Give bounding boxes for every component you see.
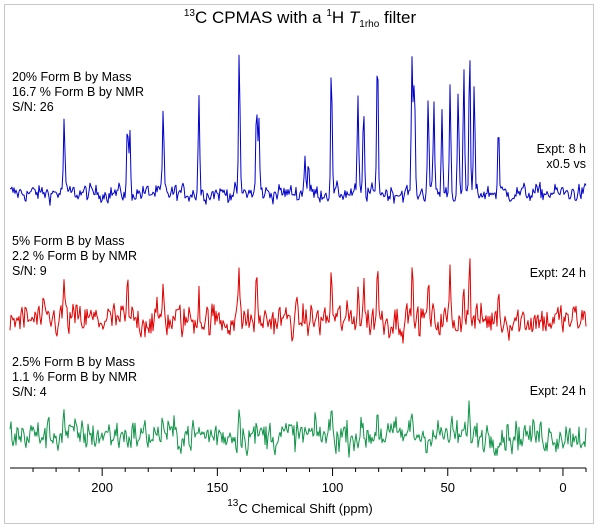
series-3-nmr-label: 1.1 % Form B by NMR [12, 370, 138, 384]
x-axis-isotope-superscript: 13 [227, 498, 239, 509]
title-prefix: C CPMAS with a [195, 8, 327, 27]
series-3-annotation: 2.5% Form B by Mass 1.1 % Form B by NMR … [12, 355, 137, 400]
spectrum-trace-1 [9, 54, 587, 206]
figure-border [4, 4, 594, 524]
x-tick-label-100: 100 [322, 480, 344, 495]
chart-title: 13C CPMAS with a 1H T1rho filter [0, 8, 600, 30]
x-tick-label-50: 50 [441, 480, 455, 495]
title-isotope-superscript: 13 [183, 8, 195, 19]
x-tick-label-200: 200 [91, 480, 113, 495]
x-tick-label-150: 150 [207, 480, 229, 495]
title-h-superscript: 1 [326, 8, 332, 19]
series-1-mass-label: 20% Form B by Mass [12, 70, 132, 84]
series-2-mass-label: 5% Form B by Mass [12, 234, 125, 248]
series-3-mass-label: 2.5% Form B by Mass [12, 355, 135, 369]
title-t-italic: T [348, 8, 360, 27]
series-2-nmr-label: 2.2 % Form B by NMR [12, 249, 138, 263]
series-3-expt-time: Expt: 24 h [529, 384, 586, 398]
series-1-annotation: 20% Form B by Mass 16.7 % Form B by NMR … [12, 70, 144, 115]
series-1-expt-time: Expt: 8 h [536, 142, 586, 156]
spectrum-series-2 [9, 258, 587, 344]
title-t-subscript: 1rho [359, 19, 380, 30]
spectrum-series-1 [9, 54, 587, 206]
series-2-sn-label: S/N: 9 [12, 264, 47, 278]
x-axis-label-text: C Chemical Shift (ppm) [238, 501, 373, 516]
x-axis-label: 13C Chemical Shift (ppm) [0, 498, 600, 516]
spectrum-trace-2 [9, 258, 587, 344]
x-tick-label-0: 0 [559, 480, 566, 495]
series-1-sn-label: S/N: 26 [12, 100, 54, 114]
series-1-expt-scale: x0.5 vs [546, 157, 586, 171]
series-2-expt-time: Expt: 24 h [529, 266, 586, 280]
spectrum-trace-3 [9, 400, 587, 458]
series-2-annotation: 5% Form B by Mass 2.2 % Form B by NMR S/… [12, 234, 137, 279]
series-3-sn-label: S/N: 4 [12, 385, 47, 399]
series-1-nmr-label: 16.7 % Form B by NMR [12, 85, 144, 99]
series-2-expt: Expt: 24 h [530, 266, 586, 281]
title-suffix: filter [379, 8, 417, 27]
series-1-expt: Expt: 8 h x0.5 vs [537, 142, 586, 172]
spectrum-series-3 [9, 400, 587, 458]
series-3-expt: Expt: 24 h [530, 384, 586, 399]
title-h-text: H [331, 8, 349, 27]
